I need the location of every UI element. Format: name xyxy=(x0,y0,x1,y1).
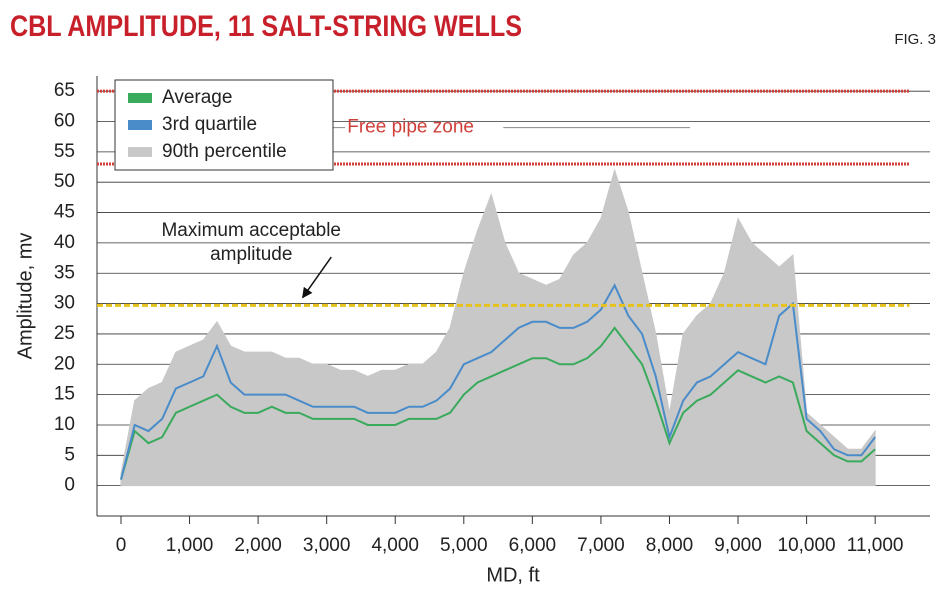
x-tick-label: 10,000 xyxy=(778,535,836,556)
y-tick-label: 15 xyxy=(54,384,75,405)
legend-swatch xyxy=(128,93,152,103)
y-tick-label: 0 xyxy=(64,475,75,496)
x-tick-label: 9,000 xyxy=(714,535,762,556)
annotation-arrow xyxy=(302,256,332,299)
legend-label: Average xyxy=(162,87,232,108)
y-tick-label: 55 xyxy=(54,141,75,162)
series-line xyxy=(120,326,876,480)
y-tick-label: 40 xyxy=(54,232,75,253)
x-tick-label: 8,000 xyxy=(646,535,694,556)
x-tick-label: 3,000 xyxy=(303,535,351,556)
y-tick-label: 35 xyxy=(54,262,75,283)
legend-label: 90th percentile xyxy=(162,141,287,162)
x-tick-label: 11,000 xyxy=(847,535,904,556)
x-tick-label: 6,000 xyxy=(509,535,557,556)
x-tick-label: 4,000 xyxy=(371,535,419,556)
chart-title: CBL AMPLITUDE, 11 SALT-STRING WELLS xyxy=(10,10,522,43)
y-tick-label: 60 xyxy=(54,111,75,132)
legend-swatch xyxy=(128,120,152,130)
series-line xyxy=(120,283,876,480)
x-tick-label: 2,000 xyxy=(234,535,282,556)
x-tick-label: 0 xyxy=(116,535,127,556)
y-tick-label: 20 xyxy=(54,353,75,374)
annotation: Free pipe zone xyxy=(347,117,474,138)
y-tick-label: 30 xyxy=(54,293,75,314)
y-tick-label: 10 xyxy=(54,414,75,435)
y-tick-label: 25 xyxy=(54,323,75,344)
x-tick-label: 1,000 xyxy=(166,535,214,556)
y-tick-label: 65 xyxy=(54,80,75,101)
annotation: Maximum acceptable xyxy=(161,220,341,241)
legend-label: 3rd quartile xyxy=(162,114,257,135)
x-tick-label: 5,000 xyxy=(440,535,488,556)
y-tick-label: 5 xyxy=(64,444,75,465)
y-tick-label: 50 xyxy=(54,171,75,192)
figure-label: FIG. 3 xyxy=(894,31,936,48)
x-tick-label: 7,000 xyxy=(577,535,625,556)
percentile-area xyxy=(120,168,876,487)
y-axis-label: Amplitude, mv xyxy=(14,233,36,360)
y-tick-label: 45 xyxy=(54,202,75,223)
annotation: amplitude xyxy=(210,244,292,265)
legend: Average 3rd quartile 90th percentile xyxy=(114,79,334,171)
x-axis-label: MD, ft xyxy=(486,564,540,586)
legend-swatch xyxy=(128,147,152,157)
